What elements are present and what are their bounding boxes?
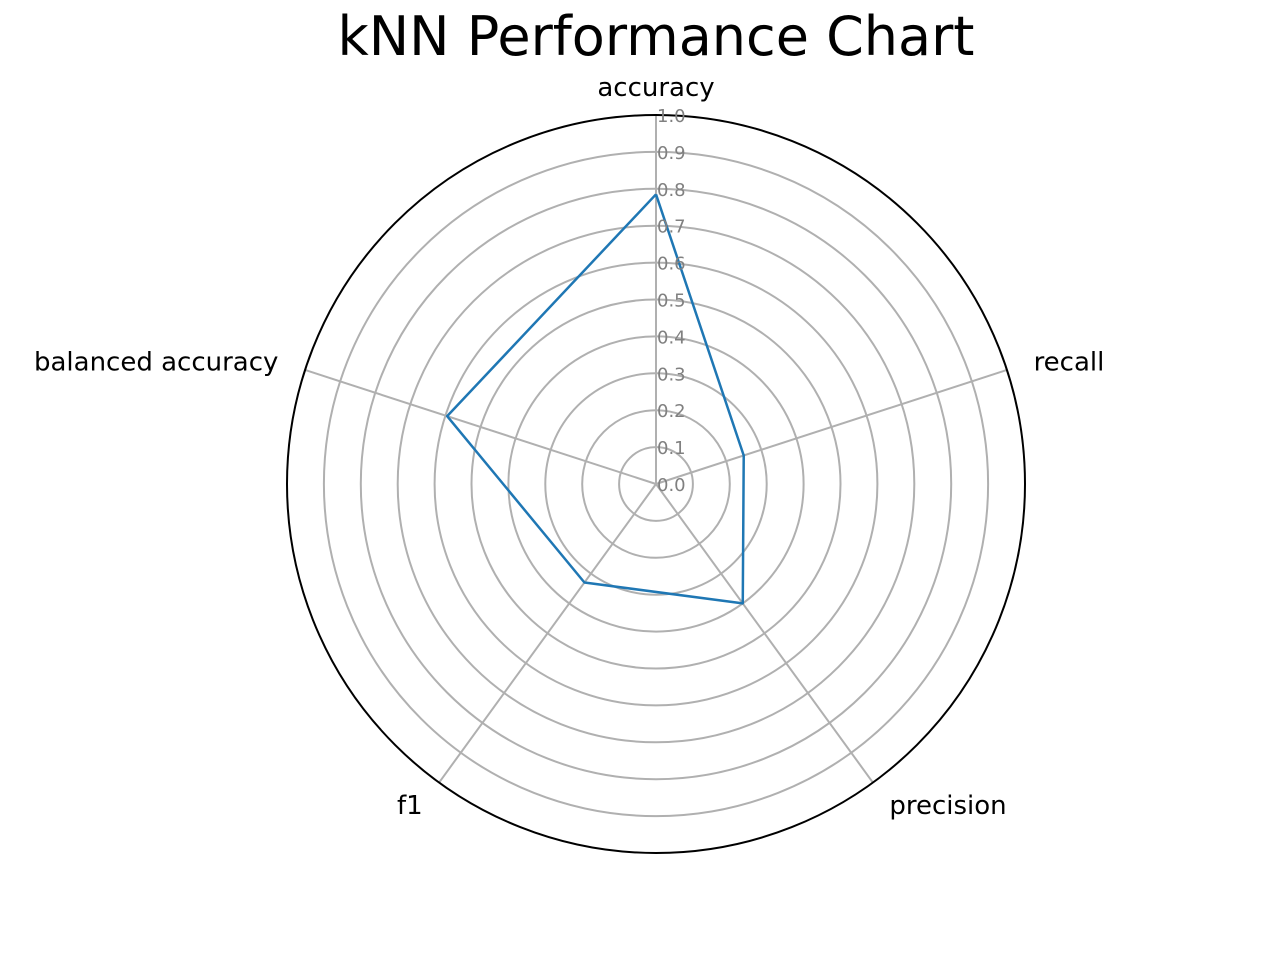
category-label: accuracy [597,73,714,103]
axis-spoke [304,369,657,485]
radial-tick-label: 0.7 [657,217,686,238]
radial-tick-label: 0.9 [657,143,686,164]
category-label: balanced accuracy [34,347,278,377]
axis-spoke [655,483,874,784]
radial-tick-label: 0.3 [657,364,686,385]
grid-layer [286,114,1026,854]
chart-title: kNN Performance Chart [338,5,975,68]
radial-tick-label: 0.2 [657,401,686,422]
radial-tick-label: 0.4 [657,327,686,348]
radial-tick-label: 0.5 [657,291,686,312]
radial-tick-label: 0.1 [657,438,686,459]
radial-tick-label: 1.0 [657,106,686,127]
radial-tick-label: 0.8 [657,180,686,201]
axis-spoke [438,483,657,784]
category-label: recall [1034,347,1105,377]
polar-frame [286,114,1026,854]
axis-spoke [655,369,1008,485]
radial-tick-label: 0.0 [657,475,686,496]
label-layer: 0.0 0.1 0.2 0.3 0.4 0.5 0.6 0.7 0.8 0.9 1.0 accurac… [34,73,1104,821]
series-layer [445,193,745,605]
series-line [445,193,745,605]
radial-tick-label: 0.6 [657,254,686,275]
category-label: precision [889,791,1006,821]
category-label: f1 [397,791,423,821]
